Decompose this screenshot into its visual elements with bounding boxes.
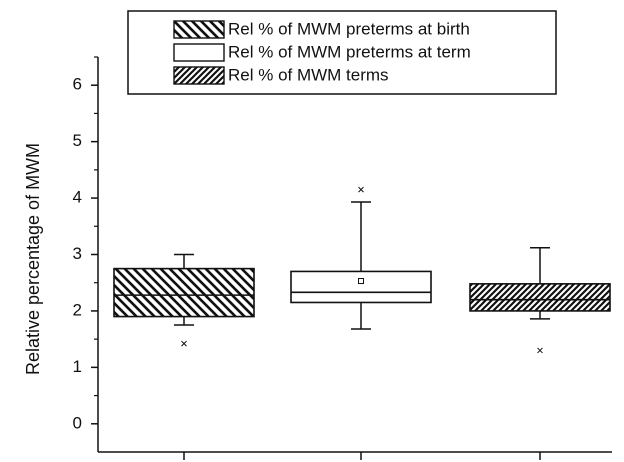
y-tick-label: 1 (73, 357, 82, 376)
y-tick-label: 2 (73, 300, 82, 319)
y-tick-label: 6 (73, 75, 82, 94)
outlier-point (537, 347, 543, 354)
box-iqr (469, 283, 611, 312)
x-ticks (183, 452, 541, 460)
outlier-point (181, 340, 187, 347)
boxes (113, 186, 611, 354)
y-tick-label: 5 (73, 131, 82, 150)
box-group (469, 246, 611, 354)
legend: Rel % of MWM preterms at birth Rel % of M… (127, 10, 557, 95)
legend-label: Rel % of MWM preterms at term (228, 42, 471, 61)
mean-marker (358, 278, 364, 285)
legend-swatch (173, 43, 225, 62)
y-axis: 0 1 2 3 4 5 6 Relative percentage of MWM (23, 56, 99, 452)
box-iqr (113, 267, 255, 318)
y-tick-label: 4 (73, 188, 82, 207)
legend-label: Rel % of MWM preterms at birth (228, 19, 470, 38)
box-group (113, 253, 255, 347)
x-axis (98, 451, 612, 460)
y-ticks: 0 1 2 3 4 5 6 (73, 56, 98, 432)
y-axis-label: Relative percentage of MWM (23, 143, 43, 375)
legend-swatch (173, 20, 225, 39)
box-iqr (290, 270, 432, 304)
legend-items: Rel % of MWM preterms at birth Rel % of M… (173, 19, 471, 85)
y-tick-label: 3 (73, 244, 82, 263)
legend-swatch (173, 66, 225, 85)
y-tick-label: 0 (73, 413, 82, 432)
box-group (290, 186, 432, 330)
outlier-point (358, 186, 364, 193)
legend-label: Rel % of MWM terms (228, 65, 389, 84)
